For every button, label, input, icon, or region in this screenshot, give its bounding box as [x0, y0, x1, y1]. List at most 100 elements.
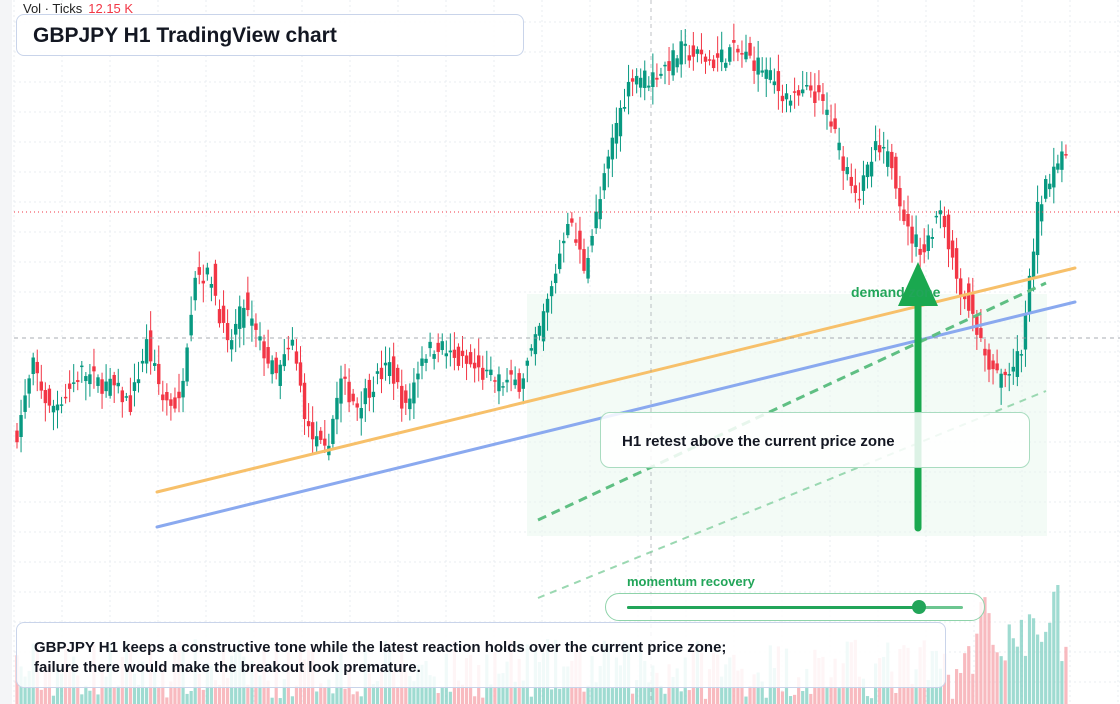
volume-bar [663, 693, 667, 704]
volume-bar [1011, 638, 1015, 704]
volume-bar [473, 696, 477, 704]
candle [347, 368, 351, 413]
candle [47, 384, 52, 413]
candle-body [736, 48, 740, 53]
candle [732, 23, 736, 62]
candle [464, 349, 469, 381]
candle-body [92, 366, 96, 372]
candle [371, 376, 376, 413]
candle-body [598, 199, 602, 220]
volume-bar [1048, 622, 1052, 704]
candle-body [606, 156, 610, 169]
candle-body [1031, 251, 1036, 279]
volume-bar [703, 698, 708, 704]
volume-bar [213, 680, 218, 704]
candle [910, 215, 914, 263]
candle-body [663, 64, 667, 67]
candle-body [339, 378, 343, 404]
candle [517, 368, 521, 399]
candle-body [225, 323, 230, 341]
candle-body [331, 418, 335, 444]
candle-body [1056, 163, 1060, 170]
candle [991, 354, 995, 385]
volume-bar [529, 696, 533, 704]
candle-body [132, 382, 137, 392]
candle [999, 368, 1003, 405]
volume-bar [351, 694, 355, 704]
candle [35, 349, 39, 392]
candle-body [796, 90, 801, 96]
candle [529, 344, 534, 357]
volume-bar [1036, 634, 1040, 704]
candle-body [112, 374, 116, 386]
candle-body [582, 249, 586, 271]
volume-bar [987, 613, 991, 704]
volume-bar [436, 693, 440, 704]
volume-bar [586, 685, 590, 704]
candle [772, 68, 777, 94]
candle-body [209, 283, 214, 288]
candle [221, 290, 226, 333]
candle [404, 384, 408, 415]
candle [849, 163, 853, 194]
candle-body [177, 391, 181, 399]
candle-body [938, 210, 943, 215]
candle [720, 31, 724, 72]
candle [1019, 349, 1024, 373]
volume-bar [963, 653, 967, 704]
candle-body [59, 404, 64, 406]
volume-bar [185, 693, 189, 704]
candle-body [250, 318, 254, 326]
candle-body [1044, 179, 1048, 199]
candle [938, 200, 943, 229]
candle [246, 276, 250, 317]
candle [205, 262, 210, 281]
momentum-knob[interactable] [912, 600, 927, 614]
volume-bar [861, 678, 866, 704]
candle-body [926, 235, 930, 251]
candle-body [724, 62, 728, 68]
candle-body [667, 61, 671, 71]
volume-bar [270, 697, 274, 704]
candle-body [420, 358, 424, 366]
candle-body [732, 40, 736, 43]
candle-body [950, 240, 955, 258]
candle-body [1052, 166, 1056, 188]
candle [165, 383, 169, 416]
candle [647, 76, 651, 92]
volume-bar [440, 686, 444, 704]
candle-body [651, 72, 655, 88]
candle-body [315, 436, 319, 447]
volume-bar [764, 697, 768, 704]
candle-body [934, 215, 939, 218]
candlestick-series [14, 23, 1120, 461]
candle-body [703, 56, 708, 62]
candle-body [108, 378, 112, 396]
candle [100, 372, 104, 409]
candle [448, 333, 453, 367]
candle-body [756, 57, 760, 75]
candle [144, 324, 149, 374]
candle-body [242, 307, 246, 328]
candle [124, 392, 129, 401]
candle [886, 139, 890, 177]
candle [752, 46, 756, 84]
candle [489, 356, 493, 382]
volume-bar [631, 693, 635, 704]
chart-title: GBPJPY H1 TradingView chart [33, 24, 337, 47]
momentum-gauge [605, 593, 985, 621]
candle-body [922, 244, 926, 253]
candle [161, 380, 165, 412]
candle-body [262, 341, 266, 359]
candle-body [383, 362, 388, 366]
candle-body [683, 43, 687, 46]
volume-bar [136, 684, 141, 704]
candle [116, 368, 120, 394]
candle [837, 127, 841, 160]
candle [173, 387, 177, 413]
candle [946, 209, 951, 268]
candle [1056, 154, 1060, 174]
volume-bar [1040, 641, 1044, 704]
candle-body [493, 380, 497, 382]
candle-body [452, 349, 457, 358]
